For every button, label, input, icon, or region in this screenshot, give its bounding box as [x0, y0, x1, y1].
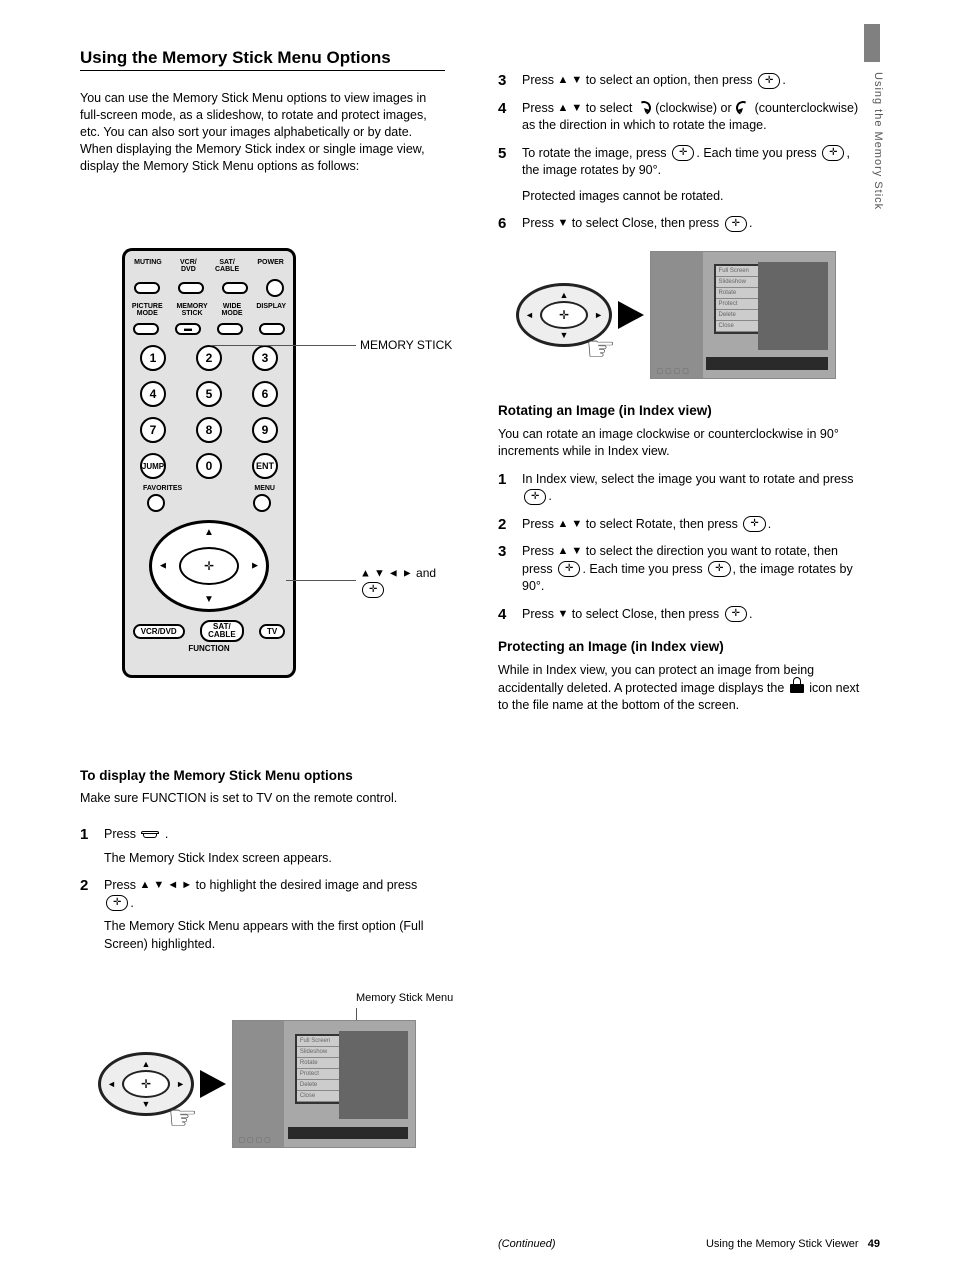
rot-step-2: 2Press ▲ ▼ to select Rotate, then press … [498, 516, 868, 534]
screenshot-right: Full ScreenSlideshowRotate ProtectDelete… [650, 251, 836, 379]
func-vcrdvd[interactable]: VCR/DVD [133, 624, 185, 639]
lbl-display: DISPLAY [256, 303, 286, 317]
jump-button[interactable]: JUMP [140, 453, 166, 479]
big-arrow-icon [618, 301, 644, 329]
enter-icon: ✛ [106, 895, 128, 911]
rstep-3: 3 Press ▲ ▼ to select an option, then pr… [498, 72, 868, 90]
screenshot-left: Full ScreenSlideshowRotate ProtectDelete… [232, 1020, 416, 1148]
num-4[interactable]: 4 [140, 381, 166, 407]
memorystick-button[interactable]: ▬ [175, 323, 201, 335]
nav-pad[interactable]: ▲ ▼ ◄ ► ✛ [149, 520, 269, 612]
num-9[interactable]: 9 [252, 417, 278, 443]
widemode-button[interactable] [217, 323, 243, 335]
function-label: FUNCTION [125, 644, 293, 653]
callout-memorystick: MEMORY STICK [360, 338, 452, 354]
power-button[interactable] [266, 279, 284, 297]
continued-label: (Continued) [498, 1238, 555, 1250]
lbl-power: POWER [257, 259, 283, 273]
menu-button[interactable] [253, 494, 271, 512]
lbl-favorites: FAVORITES [143, 485, 182, 492]
intro-paragraph: You can use the Memory Stick Menu option… [80, 90, 442, 174]
rotating-intro: You can rotate an image clockwise or cou… [498, 426, 868, 461]
lbl-picmode: PICTURE MODE [132, 303, 163, 317]
page-footer: Using the Memory Stick Viewer 49 [706, 1238, 880, 1250]
vcrdvd-button[interactable] [178, 282, 204, 294]
ent-button[interactable]: ENT [252, 453, 278, 479]
big-arrow-icon [200, 1070, 226, 1098]
left-figure: ▲▼◄► ✛ ☞ Full ScreenSlideshowRotate Prot… [98, 1020, 416, 1148]
rotating-subhead: Rotating an Image (in Index view) [498, 403, 868, 418]
num-6[interactable]: 6 [252, 381, 278, 407]
enter-center[interactable]: ✛ [179, 547, 239, 585]
lbl-menu: MENU [254, 485, 275, 492]
num-5[interactable]: 5 [196, 381, 222, 407]
favorites-button[interactable] [147, 494, 165, 512]
page-tab [864, 24, 880, 62]
rot-step-3: 3Press ▲ ▼ to select the direction you w… [498, 543, 868, 596]
memorystick-icon [141, 831, 159, 838]
caption-leadline [356, 1008, 357, 1020]
arrow-left-icon: ◄ [158, 561, 168, 572]
right-figure: ▲▼◄► ✛ ☞ Full ScreenSlideshowRotate Prot… [516, 251, 868, 379]
num-0[interactable]: 0 [196, 453, 222, 479]
num-3[interactable]: 3 [252, 345, 278, 371]
callout-arrows: ▲ ▼ ◄ ► and ✛ [360, 566, 456, 598]
rotate-ccw-icon [734, 99, 752, 117]
to-display-intro: Make sure FUNCTION is set to TV on the r… [80, 790, 442, 808]
hand-icon: ☞ [168, 1098, 198, 1138]
rstep-4: 4 Press ▲ ▼ to select (clockwise) or (co… [498, 100, 868, 135]
step-2: 2 Press ▲ ▼ ◄ ► to highlight the desired… [80, 877, 446, 953]
arrow-up-icon: ▲ [204, 527, 214, 538]
to-display-heading: To display the Memory Stick Menu options [80, 768, 353, 783]
side-label: Using the Memory Stick [872, 72, 884, 210]
footer-title: Using the Memory Stick Viewer [706, 1238, 859, 1250]
func-tv[interactable]: TV [259, 624, 285, 639]
lock-icon [790, 683, 804, 694]
lbl-memstick: MEMORY STICK [176, 303, 207, 317]
picturemode-button[interactable] [133, 323, 159, 335]
lbl-muting: MUTING [134, 259, 162, 273]
display-button[interactable] [259, 323, 285, 335]
num-7[interactable]: 7 [140, 417, 166, 443]
lbl-widemode: WIDE MODE [222, 303, 243, 317]
section-title: Using the Memory Stick Menu Options [80, 48, 445, 71]
func-satcable[interactable]: SAT/ CABLE [200, 620, 244, 642]
leadline-arrowpad [286, 580, 356, 581]
lbl-vcrdvd: VCR/ DVD [180, 259, 197, 273]
page-number: 49 [868, 1238, 880, 1250]
num-2[interactable]: 2 [196, 345, 222, 371]
rot-step-4: 4Press ▼ to select Close, then press ✛. [498, 606, 868, 624]
muting-button[interactable] [134, 282, 160, 294]
satcable-button[interactable] [222, 282, 248, 294]
leadline-memstick [210, 345, 356, 346]
rstep-5: 5 To rotate the image, press ✛. Each tim… [498, 145, 868, 206]
num-1[interactable]: 1 [140, 345, 166, 371]
right-column: 3 Press ▲ ▼ to select an option, then pr… [498, 72, 868, 715]
hand-icon: ☞ [586, 329, 616, 369]
num-8[interactable]: 8 [196, 417, 222, 443]
step-1: 1 Press . The Memory Stick Index screen … [80, 826, 446, 867]
rot-step-1: 1In Index view, select the image you wan… [498, 471, 868, 506]
menu-caption: Memory Stick Menu [356, 992, 453, 1004]
arrow-down-icon: ▼ [204, 594, 214, 605]
lbl-satcable: SAT/ CABLE [215, 259, 239, 273]
rotate-cw-icon [635, 99, 653, 117]
arrow-right-icon: ► [250, 561, 260, 572]
remote-control: MUTING VCR/ DVD SAT/ CABLE POWER PICTURE… [122, 248, 296, 678]
protecting-intro: While in Index view, you can protect an … [498, 662, 868, 715]
protecting-subhead: Protecting an Image (in Index view) [498, 639, 868, 654]
rstep-6: 6 Press ▼ to select Close, then press ✛. [498, 215, 868, 233]
